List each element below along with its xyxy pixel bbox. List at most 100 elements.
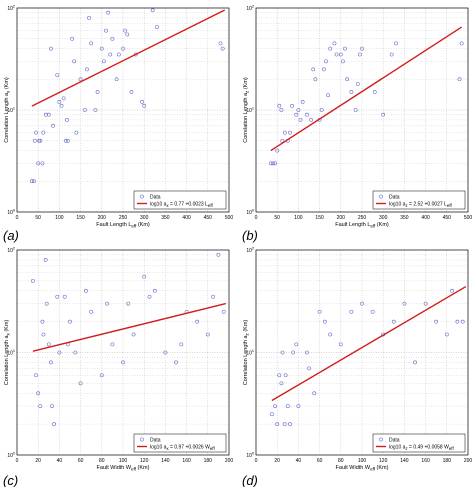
data-point bbox=[49, 46, 53, 51]
data-point bbox=[305, 112, 309, 117]
data-point bbox=[285, 404, 290, 408]
data-point bbox=[328, 332, 333, 337]
data-point bbox=[89, 41, 94, 46]
data-point bbox=[457, 77, 462, 82]
data-point bbox=[155, 25, 159, 29]
chart-panel-2: 0 50 100 150 200 250 300 350 400 450 500 100 101 102 D… bbox=[243, 5, 472, 229]
data-point bbox=[360, 46, 364, 51]
data-point bbox=[275, 422, 280, 427]
data-point bbox=[195, 319, 200, 324]
y-tick-label: 102 bbox=[246, 247, 254, 255]
data-point bbox=[106, 10, 111, 15]
data-point bbox=[36, 161, 41, 166]
data-point bbox=[300, 100, 305, 104]
x-tick-label: 400 bbox=[421, 215, 430, 221]
data-point bbox=[46, 342, 51, 347]
data-point bbox=[70, 36, 74, 41]
legend-label: log10 az​ = 2.52 +0.0027 Leff​ bbox=[389, 202, 453, 209]
data-point bbox=[341, 59, 345, 64]
data-point bbox=[129, 90, 134, 94]
chart-panel-1: 0 50 100 150 200 250 300 350 400 450 500 100 101 102 D… bbox=[4, 5, 233, 229]
legend-marker bbox=[140, 194, 144, 199]
x-tick-label: 0 bbox=[255, 458, 258, 464]
data-point bbox=[85, 67, 89, 72]
data-point bbox=[413, 360, 417, 365]
y-axis-label: Correlation Length az​ (Km) bbox=[243, 320, 250, 386]
data-point bbox=[37, 138, 41, 143]
x-tick-label: 400 bbox=[182, 215, 191, 221]
data-point bbox=[460, 319, 465, 324]
data-point bbox=[389, 52, 394, 57]
panel-label: (c) bbox=[3, 473, 18, 487]
data-point bbox=[121, 360, 125, 365]
data-point bbox=[313, 77, 318, 82]
data-point bbox=[142, 103, 147, 108]
data-point bbox=[95, 90, 100, 94]
data-point bbox=[273, 161, 277, 166]
data-point bbox=[52, 422, 56, 427]
y-tick-label: 100 bbox=[7, 209, 15, 217]
data-point bbox=[279, 108, 284, 112]
y-tick-label: 100 bbox=[246, 452, 254, 460]
y-axis-label: Correlation Length ax​ (Km) bbox=[4, 77, 11, 143]
x-tick-label: 100 bbox=[358, 458, 367, 464]
x-tick-label: 250 bbox=[358, 215, 367, 221]
axes-frame bbox=[16, 249, 230, 456]
data-point bbox=[110, 342, 115, 347]
legend-label: log10 ax​ = 0.77 +0.0023 Leff​ bbox=[150, 202, 214, 209]
data-point bbox=[273, 404, 277, 408]
data-point bbox=[140, 100, 144, 104]
data-point bbox=[332, 41, 337, 46]
data-point bbox=[205, 332, 210, 337]
data-point bbox=[147, 294, 152, 299]
data-point bbox=[102, 59, 106, 64]
legend-marker bbox=[379, 437, 383, 442]
x-axis-label: Fault Width Weff​ (Km) bbox=[97, 465, 150, 472]
data-point bbox=[29, 179, 34, 184]
data-point bbox=[290, 103, 294, 108]
data-point bbox=[174, 360, 178, 365]
data-point bbox=[78, 77, 83, 82]
data-point bbox=[72, 59, 77, 64]
fit-line bbox=[271, 285, 467, 402]
x-tick-label: 0 bbox=[255, 215, 258, 221]
data-point bbox=[152, 288, 157, 293]
y-tick-label: 101 bbox=[7, 107, 15, 115]
x-tick-label: 200 bbox=[98, 215, 107, 221]
data-point bbox=[46, 112, 51, 117]
data-point bbox=[338, 342, 343, 347]
data-point bbox=[87, 16, 91, 20]
data-point bbox=[78, 381, 83, 386]
x-tick-label: 200 bbox=[337, 215, 346, 221]
x-tick-label: 60 bbox=[317, 458, 323, 464]
axes-frame bbox=[255, 7, 469, 213]
x-tick-label: 350 bbox=[161, 215, 170, 221]
data-point bbox=[283, 373, 288, 378]
x-tick-label: 100 bbox=[294, 215, 303, 221]
x-tick-label: 180 bbox=[443, 458, 452, 464]
y-axis-label: Correlation Length az​ (Km) bbox=[243, 77, 250, 143]
data-point bbox=[40, 161, 45, 166]
data-point bbox=[349, 90, 354, 94]
x-tick-label: 100 bbox=[119, 458, 128, 464]
data-point bbox=[221, 309, 226, 314]
data-point bbox=[391, 319, 396, 324]
data-point bbox=[317, 309, 322, 314]
data-point bbox=[305, 350, 309, 355]
legend-marker bbox=[379, 194, 383, 199]
data-point bbox=[450, 288, 454, 293]
data-point bbox=[311, 67, 316, 72]
data-point bbox=[358, 52, 362, 57]
fit-line bbox=[31, 9, 226, 107]
panel-label: (b) bbox=[242, 228, 258, 243]
x-tick-label: 200 bbox=[225, 458, 234, 464]
data-point bbox=[279, 381, 284, 386]
data-point bbox=[179, 342, 184, 347]
x-tick-label: 250 bbox=[119, 215, 128, 221]
data-point bbox=[370, 309, 375, 314]
data-point bbox=[93, 108, 98, 112]
data-point bbox=[57, 100, 62, 104]
data-point bbox=[394, 41, 398, 46]
x-tick-label: 140 bbox=[161, 458, 170, 464]
